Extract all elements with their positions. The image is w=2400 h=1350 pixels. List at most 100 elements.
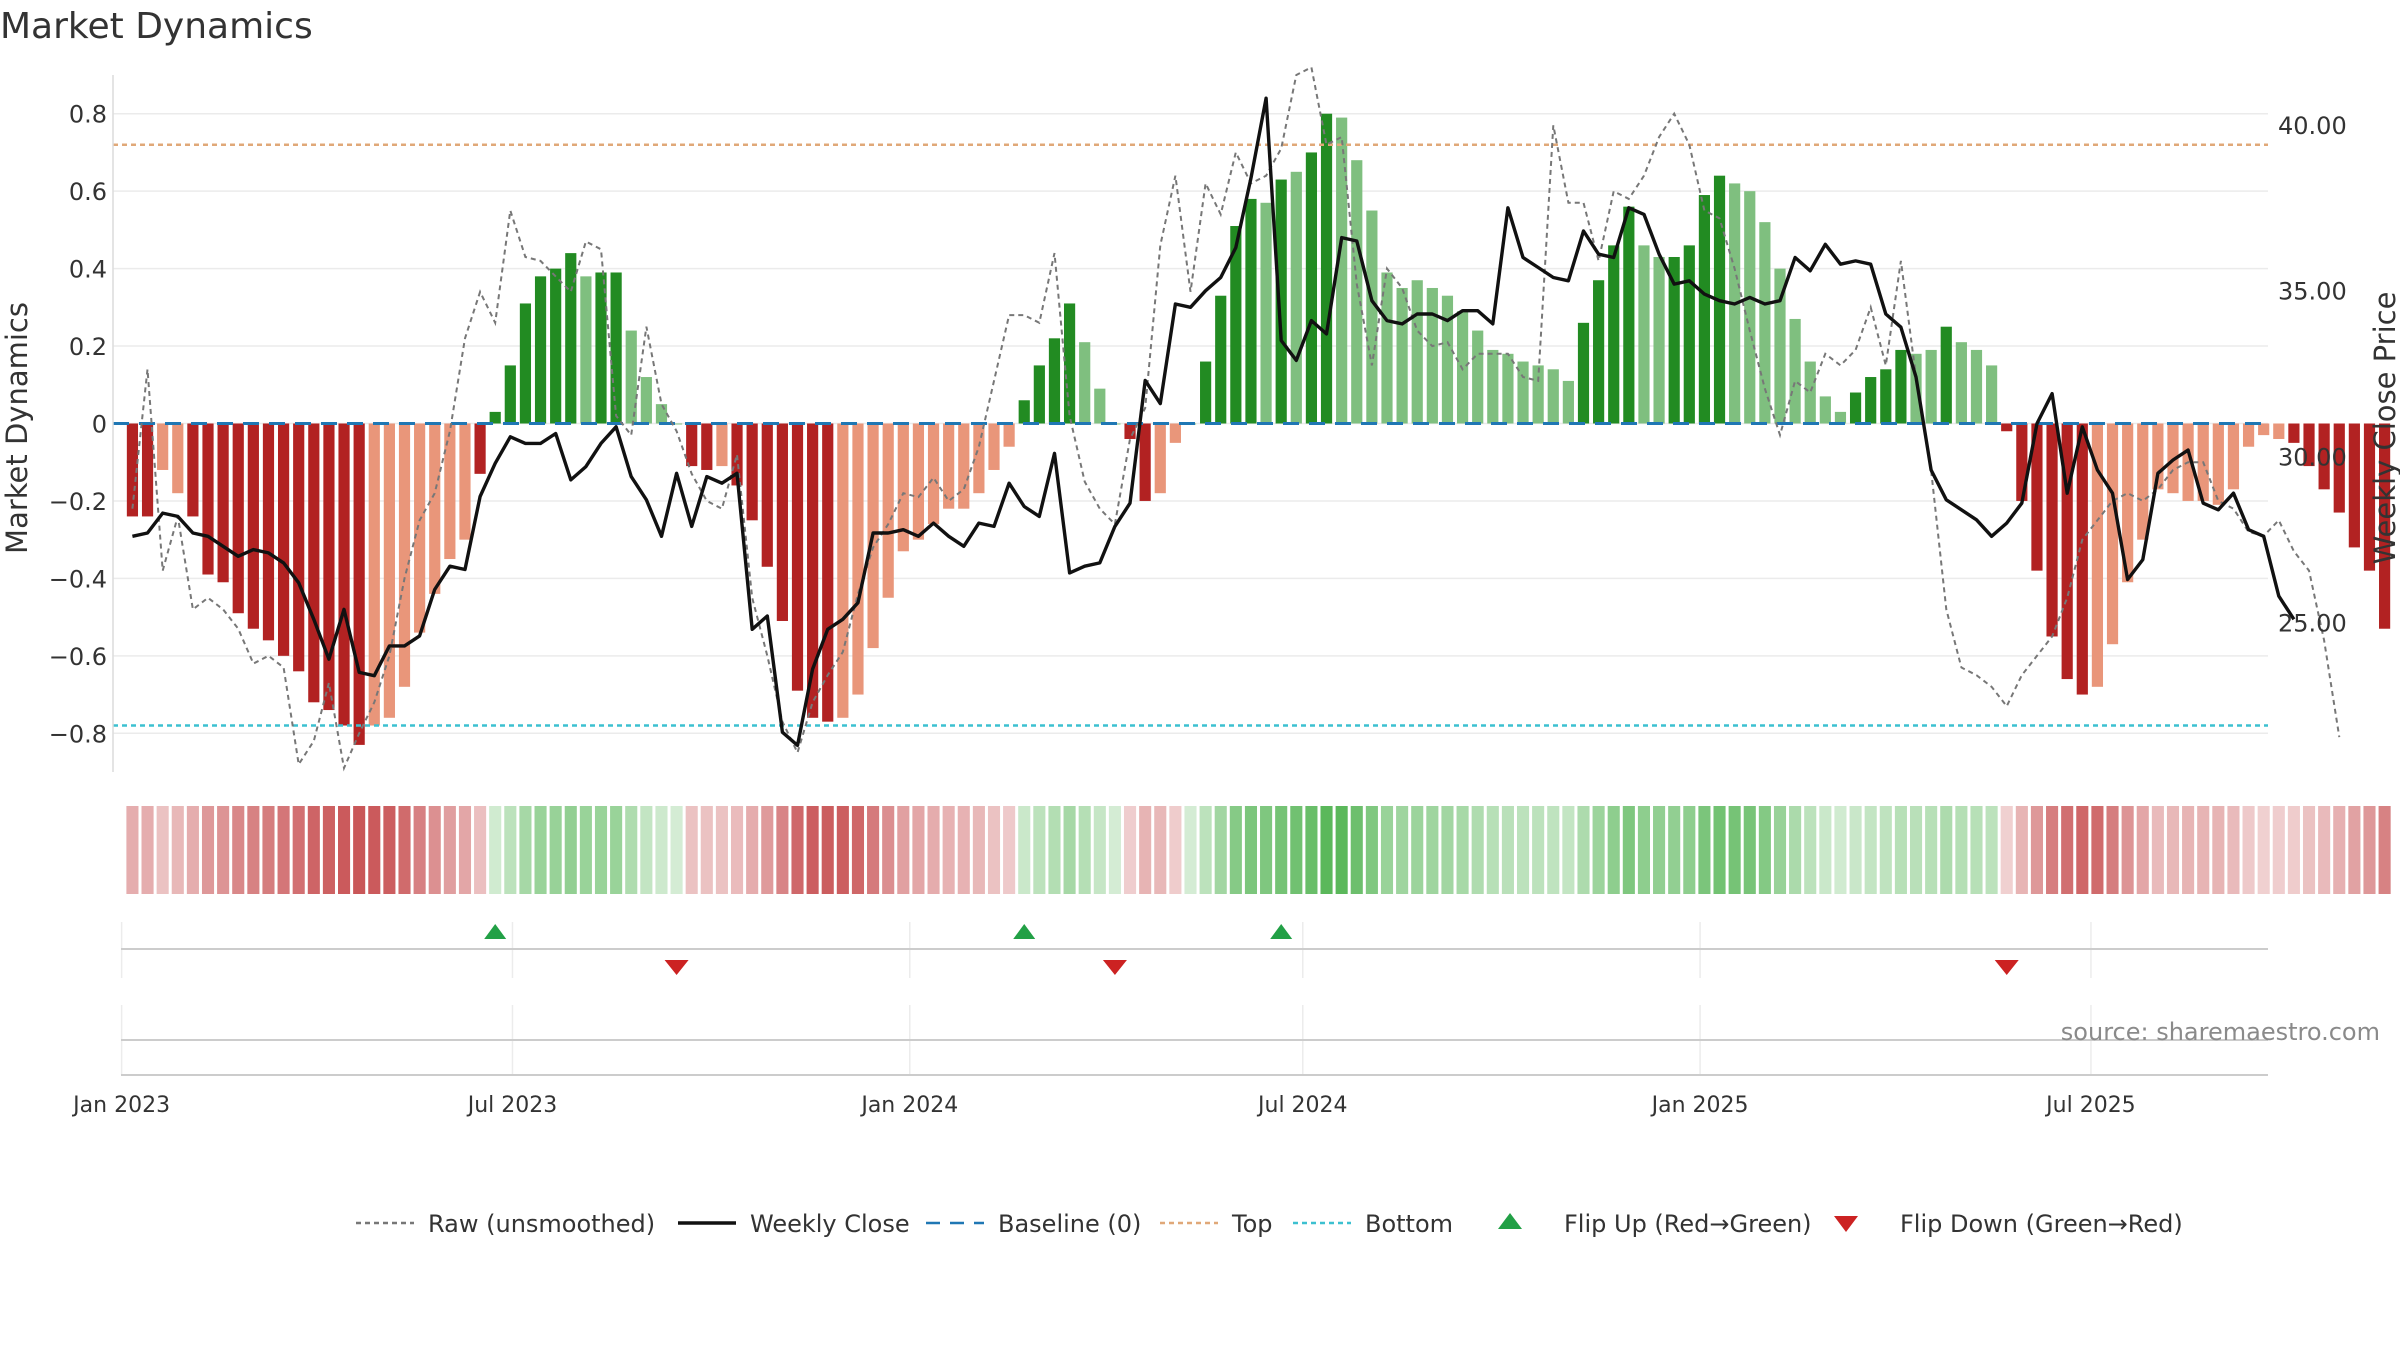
dynamics-bar: [1925, 349, 1937, 424]
strip-cell: [2378, 806, 2391, 894]
dynamics-bar: [2273, 423, 2285, 439]
strip-cell: [1713, 806, 1726, 894]
strip-cell: [972, 806, 985, 894]
dynamics-bar: [1487, 349, 1499, 424]
dynamics-bar: [398, 423, 411, 687]
dynamics-bar: [686, 423, 698, 467]
right-tick-label: 40.00: [2278, 112, 2347, 140]
dynamics-bar: [2001, 423, 2013, 432]
dynamics-bar: [1804, 361, 1816, 424]
dynamics-bar: [126, 423, 139, 517]
dynamics-bar: [1169, 423, 1181, 443]
dynamics-bar: [1910, 353, 1922, 424]
dynamics-bar: [1275, 179, 1287, 424]
dynamics-bar: [444, 423, 456, 560]
strip-cell: [2046, 806, 2059, 894]
left-axis-label: Market Dynamics: [0, 302, 34, 554]
dynamics-bar: [565, 253, 577, 424]
strip-cell: [1698, 806, 1711, 894]
raw-line: [131, 65, 2341, 772]
strip-cell: [2106, 806, 2119, 894]
strip-cell: [1501, 806, 1514, 894]
strip-cell: [1925, 806, 1938, 894]
strip-cell: [1607, 806, 1620, 894]
dynamics-bar: [746, 423, 758, 521]
strip-cell: [1275, 806, 1288, 894]
dynamics-bar: [1139, 423, 1151, 501]
dynamics-bar: [716, 423, 728, 467]
dynamics-bar: [2212, 423, 2224, 505]
strip-cell: [610, 806, 623, 894]
dynamics-bar: [1018, 400, 1030, 424]
dynamics-bar: [157, 423, 169, 470]
dynamics-bar: [293, 423, 305, 672]
strip-cell: [1305, 806, 1318, 894]
dynamics-bar: [2137, 423, 2149, 540]
strip-cell: [1879, 806, 1892, 894]
strip-cell: [1365, 806, 1378, 894]
strip-cell: [1154, 806, 1167, 894]
axes: 0.8 0.6 0.4 0.2 0 −0.2 −0.4 −0.6 −0.8 40.00 35.00 3…: [49, 75, 2347, 772]
left-tick-label: 0.8: [69, 101, 107, 129]
strip-cell: [534, 806, 547, 894]
strip-cell: [1728, 806, 1741, 894]
dynamics-bar: [2363, 423, 2376, 571]
strip-cell: [957, 806, 970, 894]
dynamics-bar: [2318, 423, 2330, 490]
dynamics-bar: [1396, 287, 1408, 424]
strip-cell: [1486, 806, 1499, 894]
strip-cell: [1743, 806, 1756, 894]
strip-cell: [338, 806, 351, 894]
strip-cell: [1229, 806, 1242, 894]
dynamics-bar: [1094, 388, 1106, 424]
dynamics-bar: [550, 268, 562, 424]
dynamics-bar: [474, 423, 486, 474]
dynamics-bar: [1305, 152, 1318, 424]
strip-cell: [2061, 806, 2074, 894]
dynamics-bar: [1593, 280, 1605, 424]
strip-cell: [776, 806, 789, 894]
dynamics-bar: [1955, 342, 1967, 424]
strip-cell: [353, 806, 366, 894]
legend: Raw (unsmoothed) Weekly Close Baseline (0)…: [356, 1210, 2183, 1238]
dynamics-bar: [580, 276, 592, 424]
strip-cell: [1985, 806, 1998, 894]
strip-cell: [564, 806, 577, 894]
x-tick-label: Jul 2024: [1256, 1093, 1348, 1118]
x-tick-label: Jan 2024: [859, 1093, 958, 1118]
strip-cell: [1471, 806, 1484, 894]
strip-cell: [640, 806, 653, 894]
dynamics-bar: [1079, 342, 1091, 424]
strip-cell: [383, 806, 396, 894]
strip-cell: [2091, 806, 2104, 894]
strip-cell: [1033, 806, 1046, 894]
dynamics-bar: [837, 423, 849, 718]
strip-cell: [504, 806, 517, 894]
dynamics-bar: [1033, 365, 1045, 424]
strip-cell: [806, 806, 819, 894]
right-tick-label: 30.00: [2278, 444, 2347, 472]
right-tick-label: 35.00: [2278, 278, 2347, 306]
strip-cell: [1290, 806, 1303, 894]
dynamics-bar: [731, 423, 743, 486]
dynamics-bar: [1547, 369, 1559, 424]
strip-cell: [761, 806, 774, 894]
strip-cell: [1653, 806, 1666, 894]
dynamics-bar: [323, 423, 335, 711]
dynamics-bar: [1441, 295, 1454, 424]
flip-up-marker: [1013, 924, 1036, 939]
dynamics-bar: [1774, 268, 1786, 424]
left-tick-label: −0.8: [49, 720, 107, 748]
strip-cell: [927, 806, 940, 894]
dynamics-bar: [217, 423, 229, 583]
strip-cell: [474, 806, 487, 894]
dynamics-bar: [459, 423, 471, 540]
legend-label-close: Weekly Close: [750, 1210, 910, 1238]
dynamics-bar: [807, 423, 819, 718]
strip-cell: [428, 806, 441, 894]
level-lines: [113, 143, 2268, 727]
strip-cell: [2257, 806, 2270, 894]
strip-cell: [413, 806, 426, 894]
strip-cell: [519, 806, 532, 894]
strip-cell: [625, 806, 638, 894]
